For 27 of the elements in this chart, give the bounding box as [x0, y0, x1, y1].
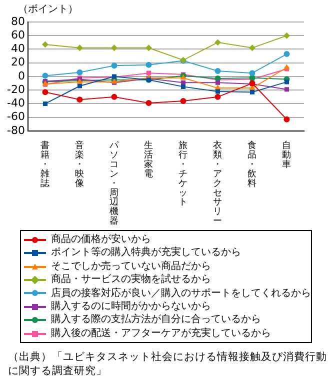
y-tick-label: -20 — [7, 82, 25, 96]
category-label: 衣類・アクセサリー — [213, 141, 222, 227]
x-tick-label: 生活家電 — [144, 140, 154, 180]
y-tick-label: -80 — [7, 124, 25, 137]
y-tick-label: 20 — [10, 56, 25, 69]
legend-label: 購入後の配送・アフターケアが充実しているから — [51, 326, 271, 340]
text: （出典）「ユビキタスネット社会における情報接触及び消費行動に関する調査研究」 — [8, 350, 328, 378]
y-tick-label: -40 — [7, 96, 25, 110]
legend-label: 商品・サービスの実物を試せるから — [51, 273, 211, 287]
y-axis-title: （ポイント） — [18, 3, 78, 16]
x-tick-label: 音楽・映像 — [75, 140, 84, 189]
category-label: パソコン・周辺機器 — [110, 141, 119, 227]
legend-label: そこでしか売っていない商品だから — [51, 260, 211, 274]
legend-label: 購入する際の支払方法が自分に合っているから — [51, 313, 261, 327]
x-tick-label: 食品・飲料 — [248, 140, 257, 189]
y-tick-label: 80 — [10, 14, 25, 28]
y-tick-label: -60 — [7, 110, 25, 124]
legend-label: 店員の接客対応が良い／購入のサポートをしてくれるから — [51, 286, 311, 300]
y-tick-label: 40 — [10, 42, 25, 56]
y-tick-label: 0 — [18, 69, 25, 82]
legend-label: ポイント等の購入特典が充実しているから — [51, 246, 241, 260]
legend-label: 商品の価格が安いから — [51, 233, 151, 246]
legend-label: 購入するのに時間がかからないから — [51, 300, 211, 314]
y-tick-label: 60 — [10, 28, 25, 42]
x-tick-label: 書籍・雑誌 — [40, 140, 50, 189]
x-tick-label: 旅行・チケット — [178, 140, 188, 208]
x-tick-label: 自動車 — [282, 140, 292, 170]
